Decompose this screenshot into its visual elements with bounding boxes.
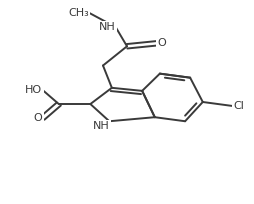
Text: CH₃: CH₃ (68, 8, 89, 18)
Text: Cl: Cl (233, 101, 244, 111)
Text: O: O (34, 113, 42, 123)
Text: O: O (157, 38, 166, 48)
Text: NH: NH (92, 121, 109, 131)
Text: NH: NH (99, 22, 116, 32)
Text: HO: HO (25, 85, 42, 95)
